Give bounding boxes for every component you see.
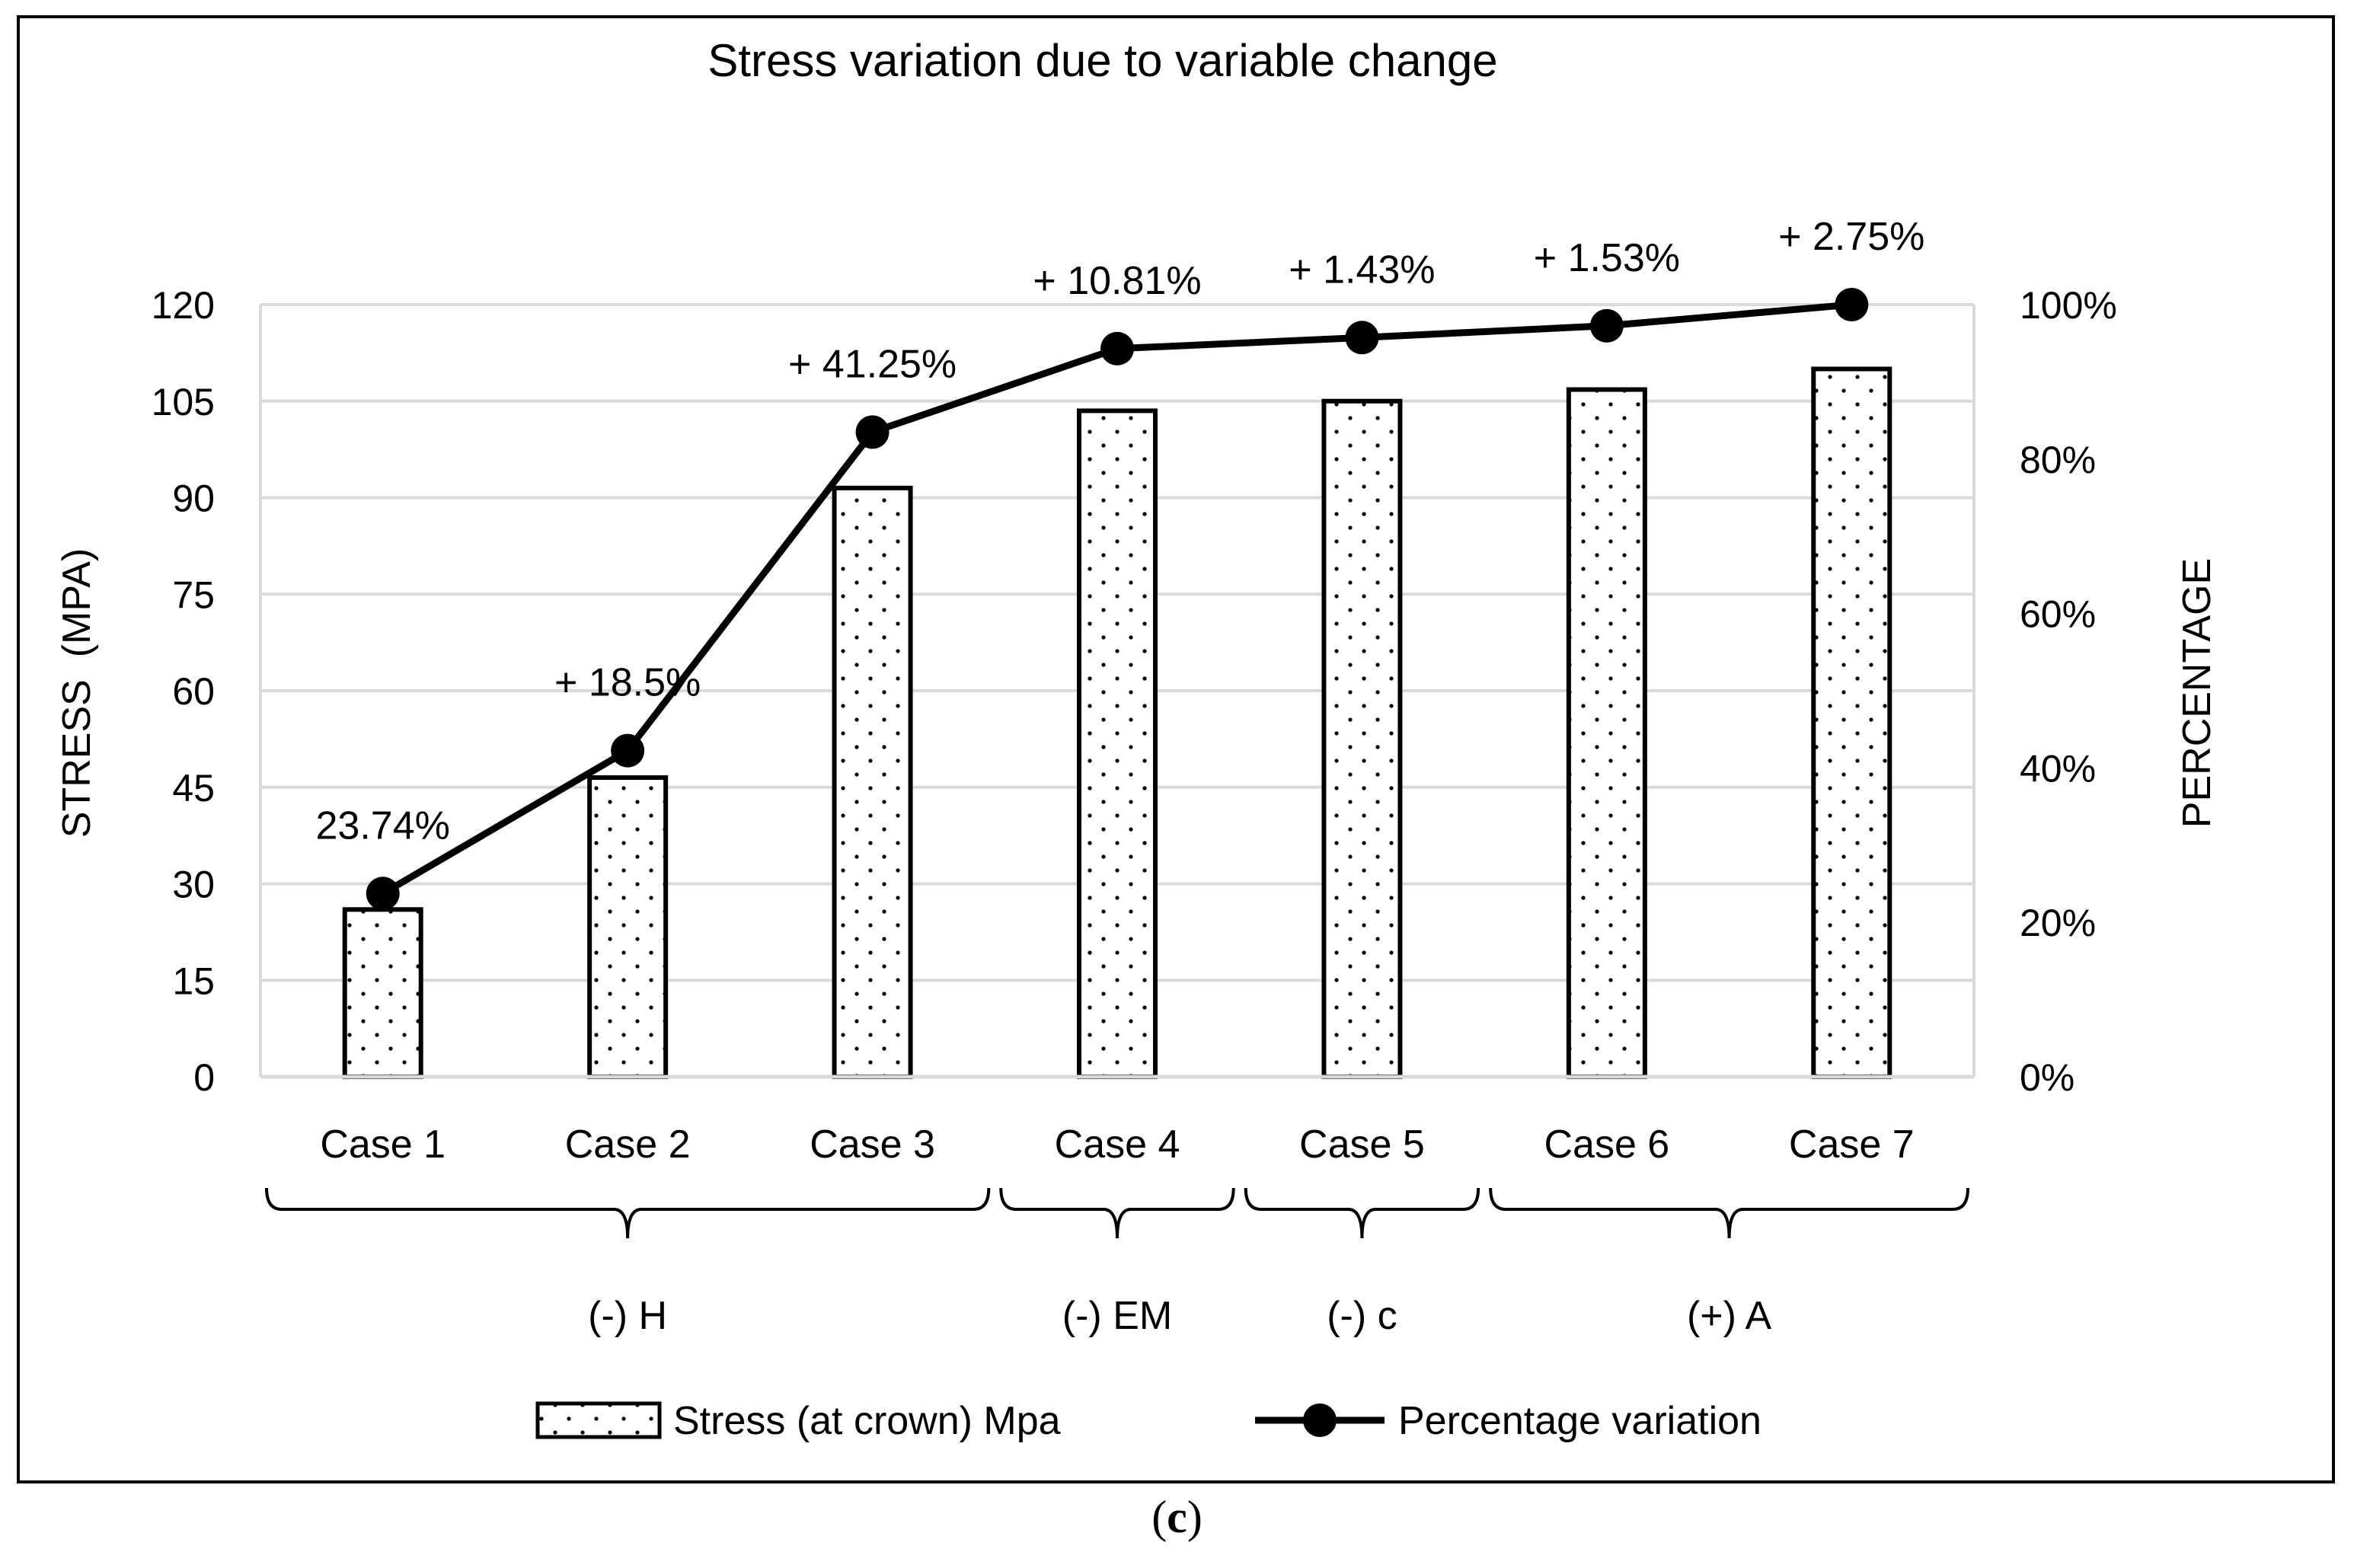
- y2-tick-label: 0%: [2020, 1056, 2075, 1099]
- y-tick-label: 0: [193, 1056, 215, 1099]
- group-brace: [1244, 1187, 1480, 1239]
- y-tick-label: 15: [172, 960, 215, 1002]
- x-tick-label: Case 3: [810, 1123, 935, 1167]
- group-label: (-) c: [1327, 1294, 1397, 1338]
- group-brace: [265, 1187, 991, 1239]
- legend-line-marker: [1303, 1404, 1337, 1437]
- data-label: + 1.43%: [1289, 247, 1435, 292]
- caption-close: ): [1187, 1492, 1203, 1542]
- data-labels: 23.74% + 18.5% + 41.25% + 10.81% + 1.43% + 1.…: [316, 215, 1925, 848]
- legend-bar-swatch: [535, 1401, 662, 1439]
- bar: [1321, 398, 1403, 1079]
- group-label: (-) EM: [1062, 1294, 1172, 1338]
- y-tick-label: 120: [152, 284, 215, 327]
- y-tick-label: 60: [172, 670, 215, 713]
- x-tick-label: Case 6: [1544, 1123, 1669, 1167]
- caption-letter: c: [1167, 1492, 1187, 1542]
- bar-series: [342, 366, 1892, 1080]
- bar: [342, 907, 423, 1080]
- y2-tick-label: 100%: [2020, 284, 2117, 327]
- line-point: [1100, 331, 1134, 366]
- bar: [832, 485, 913, 1079]
- y2-tick-label: 60%: [2020, 593, 2096, 636]
- chart-frame: [17, 15, 2335, 1483]
- line-point: [1589, 308, 1624, 343]
- chart-title: Stress variation due to variable change: [707, 35, 1497, 86]
- legend: Stress (at crown) Mpa Percentage variatio…: [535, 1399, 1762, 1443]
- data-label: + 10.81%: [1033, 259, 1201, 303]
- data-label: + 18.5%: [554, 661, 701, 705]
- line-point: [611, 733, 645, 768]
- y-tick-label: 75: [172, 573, 215, 616]
- x-tick-label: Case 2: [565, 1123, 691, 1167]
- y-tick-label: 105: [152, 381, 215, 423]
- legend-bar-label: Stress (at crown) Mpa: [673, 1399, 1061, 1443]
- y-tick-label: 90: [172, 477, 215, 520]
- group-label: (-) H: [588, 1294, 667, 1338]
- line-series: [366, 288, 1869, 911]
- line-point: [1835, 288, 1869, 321]
- group-label: (+) A: [1687, 1294, 1772, 1338]
- bar: [587, 775, 669, 1079]
- y2-axis-label: PERCENTAGE: [2175, 558, 2219, 828]
- line-point: [855, 415, 890, 449]
- x-tick-label: Case 4: [1055, 1123, 1180, 1167]
- figure-caption: (c): [0, 1491, 2354, 1544]
- bar: [1077, 408, 1158, 1079]
- y2-tick-label: 20%: [2020, 902, 2096, 944]
- axes: 0 15 30 45 60 75 90 105 120 0% 20% 40% 60% 80% 100% Cas…: [152, 284, 2117, 1167]
- x-tick-label: Case 7: [1789, 1123, 1915, 1167]
- y2-tick-label: 80%: [2020, 439, 2096, 481]
- y-axis-label: STRESS (MPA): [55, 548, 99, 838]
- line-point: [1345, 321, 1379, 355]
- data-label: + 1.53%: [1534, 236, 1680, 280]
- category-groups: (-) H (-) EM (-) c (+) A: [265, 1187, 1969, 1338]
- y2-tick-label: 40%: [2020, 747, 2096, 790]
- line-point: [366, 877, 400, 911]
- x-tick-label: Case 5: [1299, 1123, 1425, 1167]
- legend-line-label: Percentage variation: [1398, 1399, 1762, 1443]
- y-tick-label: 45: [172, 767, 215, 810]
- group-brace: [999, 1187, 1235, 1239]
- caption-open: (: [1151, 1492, 1167, 1542]
- data-label: + 41.25%: [788, 342, 957, 386]
- bar: [1566, 387, 1647, 1080]
- data-label: + 2.75%: [1778, 215, 1924, 259]
- bar: [1811, 366, 1892, 1079]
- y-tick-label: 30: [172, 864, 215, 906]
- group-brace: [1489, 1187, 1969, 1239]
- data-label: 23.74%: [316, 803, 450, 848]
- x-tick-label: Case 1: [320, 1123, 446, 1167]
